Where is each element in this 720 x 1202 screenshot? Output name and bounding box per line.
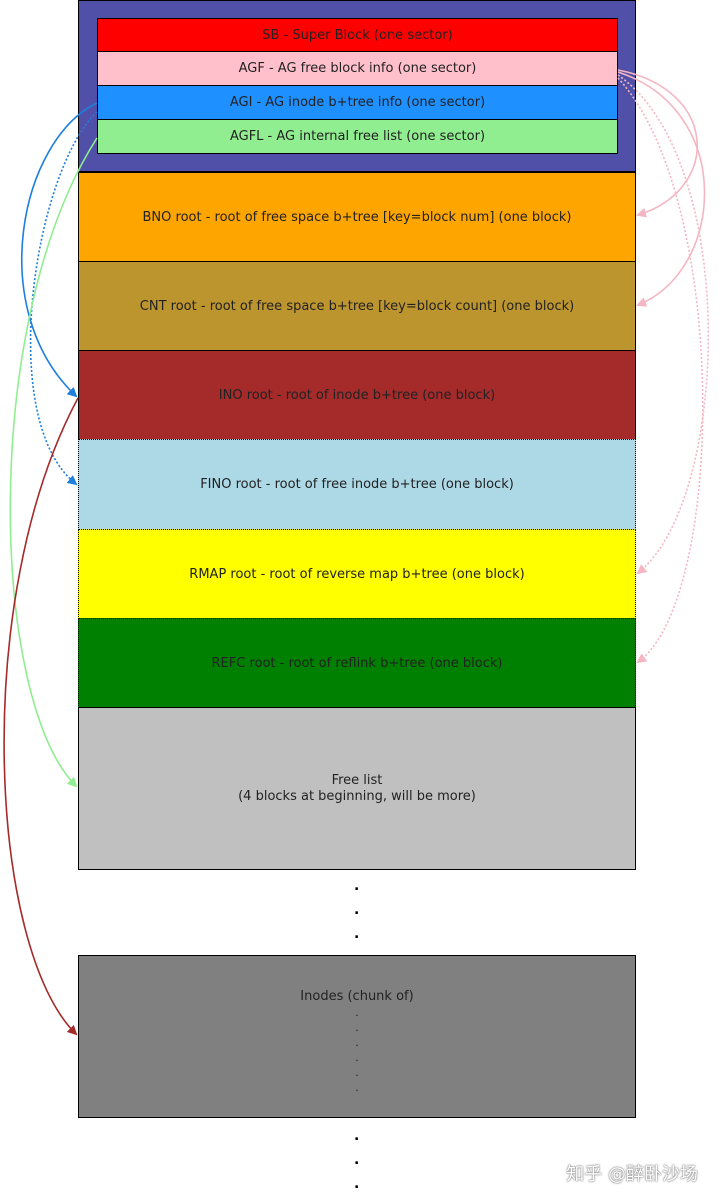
- agi-label: AGI - AG inode b+tree info (one sector): [229, 95, 486, 110]
- agf-free-block-info: AGF - AG free block info (one sector): [97, 51, 618, 86]
- agf-to-cnt-arrow: [617, 71, 706, 307]
- cnt-label: CNT root - root of free space b+tree [ke…: [139, 298, 575, 314]
- agi-to-fino-arrow: [29, 111, 98, 486]
- sb-label: SB - Super Block (one sector): [262, 27, 453, 43]
- agf-to-rmap-arrow: [617, 74, 710, 575]
- inodes-chunk-block: Inodes (chunk of) . . . . . .: [78, 955, 636, 1118]
- bno-label: BNO root - root of free space b+tree [ke…: [142, 209, 572, 225]
- free-list-title: Free list: [331, 772, 383, 788]
- fino-root-block: FINO root - root of free inode b+tree (o…: [78, 439, 636, 530]
- cnt-root-block: CNT root - root of free space b+tree [ke…: [78, 261, 636, 351]
- watermark: 知乎 @醉卧沙场: [566, 1164, 698, 1185]
- continuation-dots-1: . . .: [354, 878, 360, 942]
- agf-to-bno-arrow: [617, 69, 698, 218]
- bno-root-block: BNO root - root of free space b+tree [ke…: [78, 172, 636, 262]
- ino-label: INO root - root of inode b+tree (one blo…: [218, 387, 496, 403]
- rmap-root-block: RMAP root - root of reverse map b+tree (…: [78, 529, 636, 619]
- agfl-label: AGFL - AG internal free list (one sector…: [229, 129, 486, 144]
- agfl-to-freelist-arrow: [9, 137, 98, 788]
- refc-root-block: REFC root - root of reflink b+tree (one …: [78, 618, 636, 708]
- agfl-internal-free-list: AGFL - AG internal free list (one sector…: [97, 119, 618, 154]
- agi-to-ino-arrow: [21, 102, 98, 398]
- agf-label: AGF - AG free block info (one sector): [238, 61, 477, 76]
- fino-label: FINO root - root of free inode b+tree (o…: [200, 477, 514, 492]
- agf-to-refc-arrow: [617, 77, 704, 664]
- refc-label: REFC root - root of reflink b+tree (one …: [211, 655, 503, 671]
- ino-to-inodes-arrow: [3, 397, 79, 1036]
- sb-super-block: SB - Super Block (one sector): [97, 18, 618, 52]
- continuation-dots-2: . . .: [354, 1128, 360, 1192]
- free-list-block: Free list (4 blocks at beginning, will b…: [78, 707, 636, 870]
- rmap-label: RMAP root - root of reverse map b+tree (…: [189, 566, 525, 582]
- free-list-subtitle: (4 blocks at beginning, will be more): [238, 788, 476, 804]
- inodes-label: Inodes (chunk of): [300, 989, 414, 1004]
- inodes-inner-dots: . . . . . .: [355, 1006, 359, 1094]
- ino-root-block: INO root - root of inode b+tree (one blo…: [78, 350, 636, 440]
